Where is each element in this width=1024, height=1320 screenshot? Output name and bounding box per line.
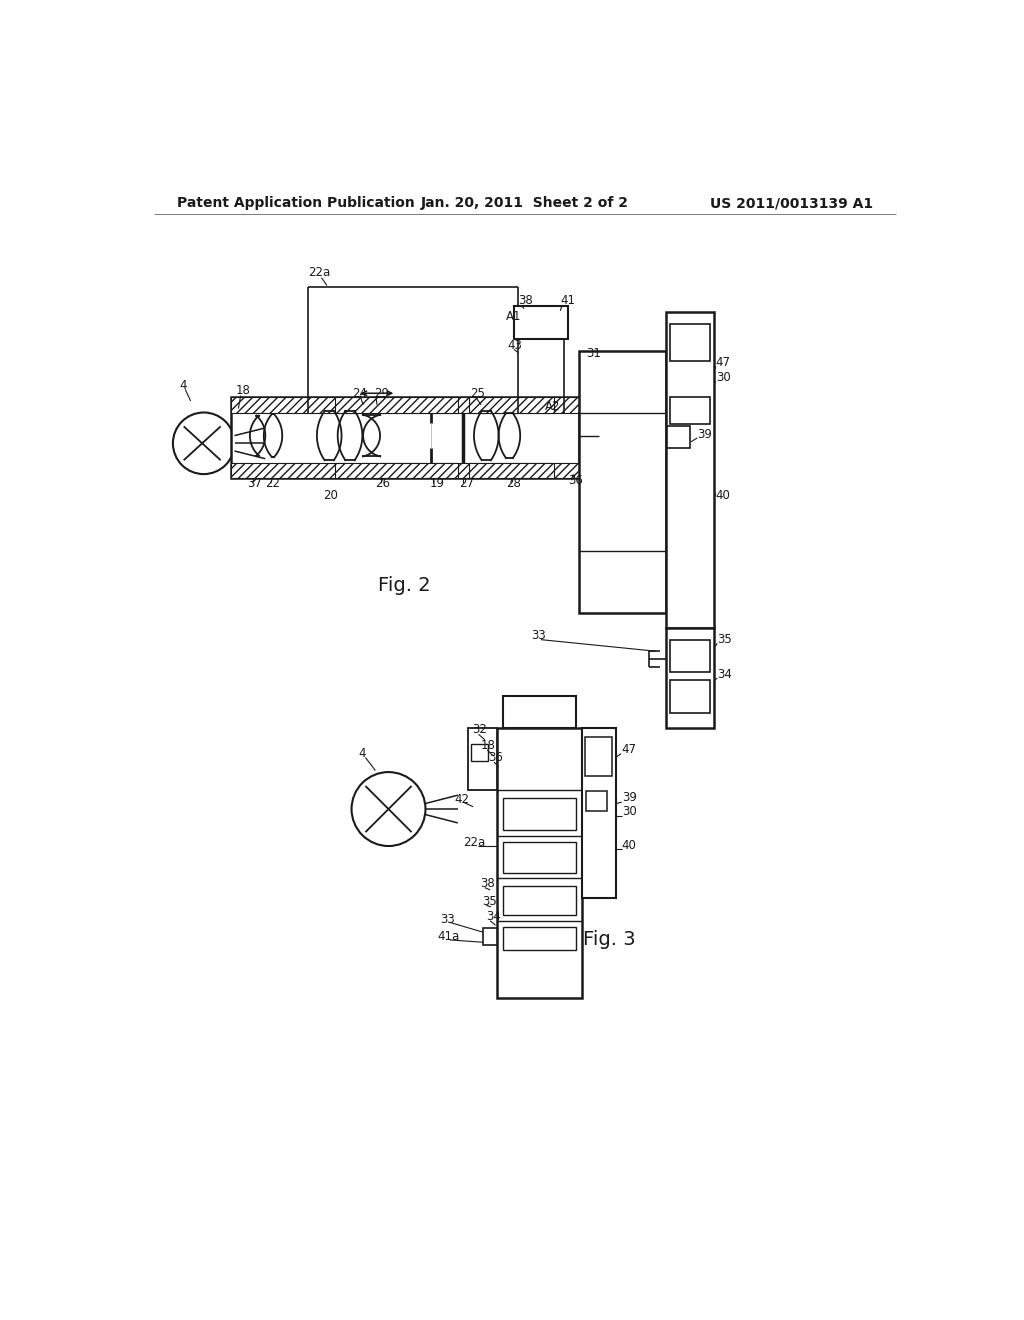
- Bar: [503, 696, 575, 729]
- Text: 34: 34: [486, 911, 501, 924]
- Text: 33: 33: [531, 630, 546, 643]
- Bar: [335, 397, 458, 412]
- Bar: [469, 397, 554, 412]
- Text: 35: 35: [717, 634, 732, 647]
- Text: 30: 30: [716, 371, 730, 384]
- Text: 22a: 22a: [307, 265, 330, 279]
- Bar: [468, 729, 497, 789]
- Bar: [469, 462, 554, 478]
- Bar: [483, 928, 497, 945]
- Text: 30: 30: [622, 805, 637, 818]
- Bar: [580, 351, 666, 612]
- Bar: [586, 792, 607, 810]
- Bar: [582, 729, 616, 898]
- Text: 31: 31: [587, 347, 601, 360]
- Bar: [503, 886, 575, 915]
- Text: Fig. 2: Fig. 2: [378, 577, 430, 595]
- Text: 4: 4: [358, 747, 366, 760]
- Bar: [671, 397, 710, 424]
- Text: 32: 32: [472, 723, 487, 737]
- Text: A1: A1: [506, 310, 522, 323]
- Text: Fig. 3: Fig. 3: [584, 931, 636, 949]
- Bar: [471, 743, 487, 760]
- Text: 41: 41: [560, 294, 575, 308]
- Text: 40: 40: [716, 490, 731, 502]
- Bar: [666, 628, 714, 729]
- Text: 22: 22: [265, 477, 281, 490]
- Text: A2: A2: [545, 400, 560, 413]
- Text: 18: 18: [481, 739, 496, 751]
- Bar: [671, 681, 710, 713]
- Text: 47: 47: [621, 743, 636, 756]
- Text: 4: 4: [179, 379, 186, 392]
- Bar: [671, 323, 710, 360]
- Text: 38: 38: [518, 294, 532, 308]
- Bar: [671, 640, 710, 672]
- Bar: [666, 313, 714, 628]
- Text: 38: 38: [480, 878, 495, 890]
- Text: US 2011/0013139 A1: US 2011/0013139 A1: [710, 197, 872, 210]
- Text: 41a: 41a: [437, 929, 460, 942]
- Text: 42: 42: [454, 792, 469, 805]
- Text: 22a: 22a: [463, 836, 485, 849]
- Text: 36: 36: [568, 474, 583, 487]
- Bar: [585, 738, 611, 776]
- Bar: [230, 462, 580, 478]
- Text: 36: 36: [488, 751, 504, 764]
- Text: 26: 26: [376, 477, 390, 490]
- Text: 37: 37: [247, 477, 262, 490]
- Bar: [503, 842, 575, 873]
- Text: 18: 18: [237, 384, 251, 397]
- Text: 19: 19: [429, 477, 444, 490]
- Bar: [503, 797, 575, 830]
- Text: Jan. 20, 2011  Sheet 2 of 2: Jan. 20, 2011 Sheet 2 of 2: [421, 197, 629, 210]
- Text: 35: 35: [481, 895, 497, 908]
- Text: 39: 39: [622, 791, 637, 804]
- Text: 20: 20: [323, 490, 338, 502]
- Text: 34: 34: [717, 668, 732, 681]
- Bar: [668, 426, 690, 447]
- Bar: [230, 397, 580, 478]
- Text: 47: 47: [716, 356, 731, 370]
- Bar: [514, 306, 568, 339]
- Text: 29: 29: [374, 387, 389, 400]
- Text: 24: 24: [352, 387, 368, 400]
- Text: 28: 28: [506, 477, 521, 490]
- Text: 25: 25: [470, 387, 485, 400]
- Text: 39: 39: [697, 428, 712, 441]
- Text: 43: 43: [508, 339, 522, 352]
- Text: Patent Application Publication: Patent Application Publication: [177, 197, 415, 210]
- Bar: [230, 397, 580, 412]
- Text: 40: 40: [622, 838, 637, 851]
- Bar: [335, 462, 458, 478]
- Bar: [503, 927, 575, 950]
- Text: 33: 33: [440, 912, 455, 925]
- Text: 27: 27: [460, 477, 474, 490]
- Bar: [497, 729, 582, 998]
